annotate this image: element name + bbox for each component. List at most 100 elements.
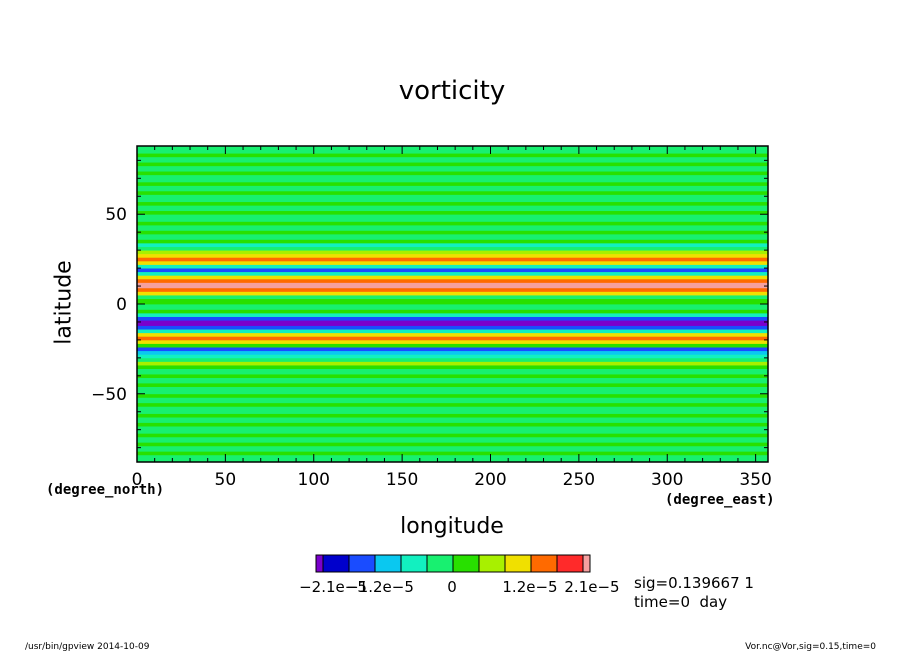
heatmap-band [137, 242, 768, 247]
colorbar-swatch [504, 554, 532, 573]
heatmap-band [137, 205, 768, 212]
x-tick-label: 300 [651, 470, 683, 490]
x-tick-label: 150 [386, 470, 418, 490]
colorbar-tick-label: −2.1e−5 [299, 578, 367, 596]
x-tick-label: 0 [132, 470, 143, 490]
heatmap-band [137, 298, 768, 305]
heatmap-band [137, 201, 768, 206]
heatmap-band [137, 365, 768, 370]
heatmap-band [137, 361, 768, 366]
heatmap-band [137, 339, 768, 344]
heatmap-band [137, 257, 768, 262]
colorbar-swatch [322, 554, 350, 573]
heatmap-band [137, 325, 768, 330]
colorbar-tick-label: −1.2e−5 [346, 578, 414, 596]
y-axis-unit: (degree_north) [46, 482, 165, 498]
heatmap-band [137, 233, 768, 240]
heatmap-band [137, 417, 768, 423]
heatmap-band [137, 312, 768, 317]
heatmap-band [137, 268, 768, 273]
heatmap-band [137, 383, 768, 387]
chart-title: vorticity [398, 76, 506, 106]
heatmap-band [137, 214, 768, 222]
heatmap-band [137, 309, 768, 314]
heatmap-bands [137, 146, 768, 463]
heatmap-band [137, 336, 768, 341]
plot-frame [136, 145, 769, 463]
heatmap-band [137, 181, 768, 186]
heatmap-band [137, 275, 768, 280]
colorbar-swatch [556, 554, 584, 573]
annotation-line-2: time=0 day [634, 593, 728, 611]
heatmap-band [137, 221, 768, 226]
annotation-text: sig=0.139667 1 time=0 day [634, 574, 754, 612]
heatmap-band [137, 445, 768, 452]
colorbar-swatch [530, 554, 558, 573]
colorbar-swatch [348, 554, 376, 573]
heatmap-band [137, 260, 768, 265]
heatmap-band [137, 451, 768, 456]
heatmap-band [137, 230, 768, 235]
heatmap-band [137, 246, 768, 251]
footer-left: /usr/bin/gpview 2014-10-09 [25, 642, 150, 652]
heatmap-band [137, 291, 768, 296]
colorbar-swatch [374, 554, 402, 573]
x-tick-label: 250 [563, 470, 595, 490]
y-tick-label: −50 [91, 385, 127, 405]
heatmap-band [137, 225, 768, 231]
y-axis-label: latitude [51, 260, 77, 345]
heatmap-band [137, 426, 768, 434]
heatmap-band [137, 278, 768, 283]
heatmap-band [137, 393, 768, 398]
colorbar-tick-label: 2.1e−5 [564, 578, 619, 596]
heatmap-band [137, 402, 768, 407]
heatmap-band [137, 350, 768, 355]
heatmap-band [137, 171, 768, 176]
heatmap-band [137, 397, 768, 404]
heatmap-band [137, 271, 768, 276]
colorbar-tick-label: 1.2e−5 [502, 578, 557, 596]
heatmap-band [137, 347, 768, 352]
heatmap-band [137, 156, 768, 163]
heatmap-band [137, 343, 768, 348]
heatmap-band [137, 377, 768, 384]
heatmap-band [137, 454, 768, 463]
heatmap-band [137, 406, 768, 414]
heatmap-band [137, 253, 768, 258]
colorbar-swatch [582, 554, 591, 573]
x-tick-label: 200 [474, 470, 506, 490]
heatmap-band [137, 374, 768, 379]
x-axis-unit: (degree_east) [665, 492, 775, 508]
heatmap-band [137, 162, 768, 167]
heatmap-band [137, 433, 768, 438]
y-tick-label: 50 [105, 205, 127, 225]
heatmap-band [137, 282, 768, 289]
heatmap-band [137, 153, 768, 158]
x-tick-label: 350 [739, 470, 771, 490]
heatmap-band [137, 386, 768, 395]
heatmap-band [137, 436, 768, 443]
annotation-line-1: sig=0.139667 1 [634, 574, 754, 592]
heatmap-band [137, 442, 768, 447]
colorbar-swatch [315, 554, 324, 573]
heatmap-band [137, 304, 768, 310]
heatmap-band [137, 190, 768, 195]
heatmap-band [137, 239, 768, 244]
heatmap-band [137, 174, 768, 183]
heatmap-band [137, 354, 768, 359]
heatmap-band [137, 320, 768, 326]
y-tick-label: 0 [116, 295, 127, 315]
heatmap-band [137, 422, 768, 427]
heatmap-band [137, 357, 768, 362]
heatmap-band [137, 413, 768, 418]
heatmap-band [137, 146, 768, 154]
heatmap-band [137, 295, 768, 300]
x-tick-label: 100 [298, 470, 330, 490]
heatmap-band [137, 316, 768, 321]
colorbar: −2.1e−5−1.2e−5 0 1.2e−5 2.1e−5 [299, 554, 620, 596]
colorbar-swatch [426, 554, 454, 573]
colorbar-swatch [452, 554, 480, 573]
heatmap-band [137, 194, 768, 203]
x-tick-label: 50 [215, 470, 237, 490]
